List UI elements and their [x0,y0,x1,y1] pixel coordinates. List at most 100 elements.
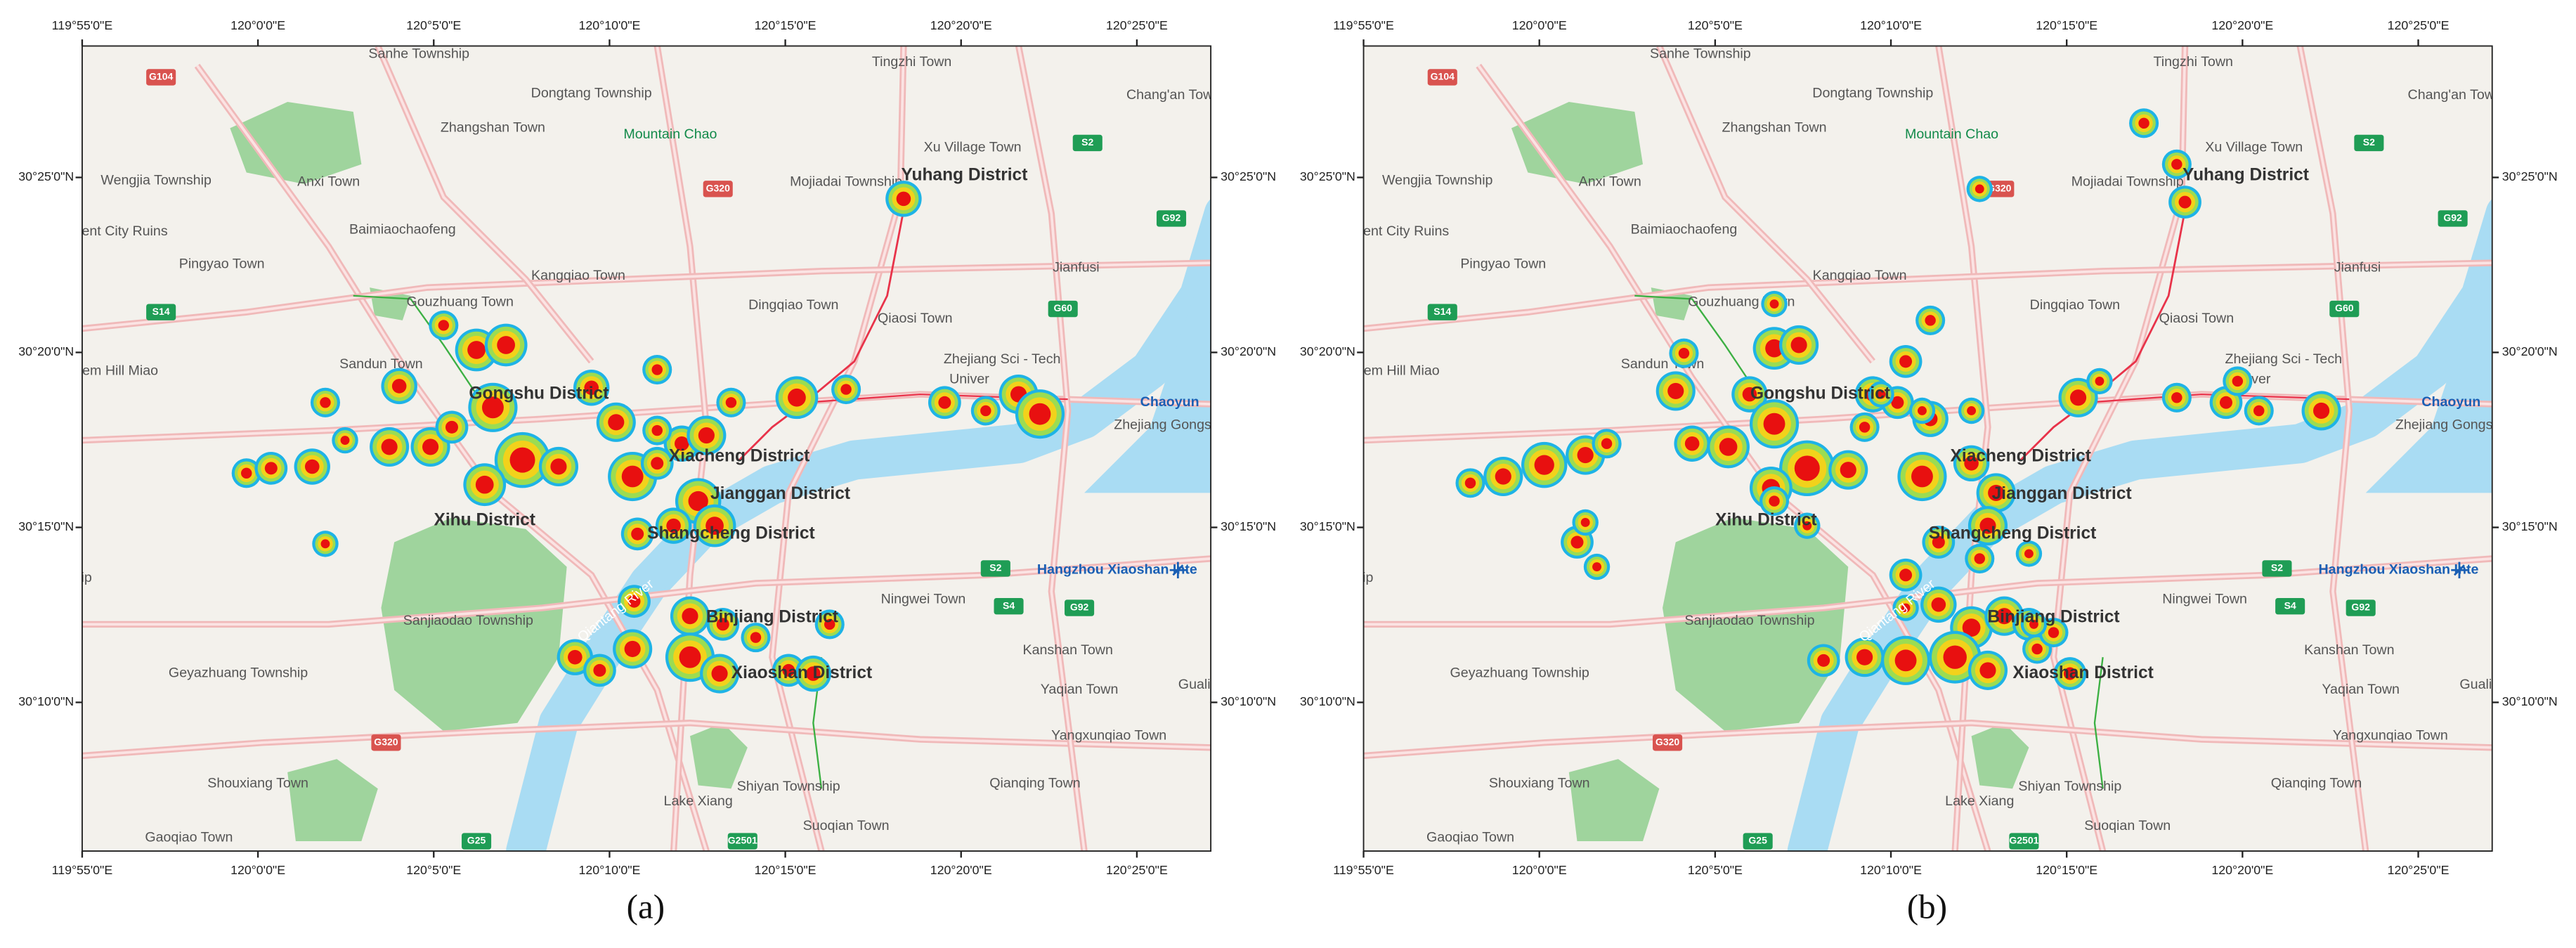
rail-line [739,209,905,461]
heat-core [1817,654,1830,667]
heat-core [682,608,698,625]
heat-layer [1455,108,2341,690]
place-label: Gaoqiao Town [145,830,233,845]
place-label: Mojiadai Township [2071,174,2184,190]
heat-core [2219,396,2232,409]
heat-core [1901,603,1911,613]
heat-core [824,618,835,630]
place-label: Suoqian Town [803,818,890,833]
district-label: Xihu District [434,511,535,530]
place-label: Guali [1178,677,1211,692]
map-panel: G104 S2 G320 G92 S14 G60 S2 S4 G92 G320 G25 G2501 Sa… [18,18,1276,926]
district-label: Jianggan District [1992,484,2132,503]
road-shield [462,833,492,850]
place-label: Xu Village Town [924,140,1022,155]
heat-core [340,436,350,446]
green-area [287,759,378,842]
green-area [1663,517,1849,732]
lon-label-top: 120°10'0"E [578,18,640,32]
heat-core [2138,117,2149,129]
district-label: Xiacheng District [1951,446,2091,465]
place-label: Kanshan Town [2304,642,2394,658]
lon-label-bottom: 120°15'0"E [2036,863,2097,877]
lon-label-top: 120°20'0"E [2211,18,2273,32]
landmark-label: Hangzhou Xiaoshan Inte [2319,561,2479,577]
heat-core [584,380,599,396]
lon-label-top: 120°25'0"E [1106,18,1168,32]
road-shield [2329,300,2360,318]
heat-core [627,595,641,608]
heat-core [1876,389,1886,399]
place-label: Geyazhuang Township [1450,665,1589,681]
lon-label-bottom: 119°55'0"E [1333,863,1394,877]
heat-core [2178,195,2192,209]
heat-core [675,436,689,451]
road-shield-label: G25 [467,835,486,846]
road-shield [1156,210,1187,227]
road-shield [146,69,176,86]
lon-label-bottom: 120°20'0"E [930,863,992,877]
heat-core [651,364,663,375]
heat-core [1802,521,1812,531]
green-area [1568,759,1660,842]
district-label: Binjiang District [1987,608,2119,627]
place-label: Kangqiao Town [531,268,625,283]
heat-core [438,320,450,331]
green-area [689,722,748,789]
heat-core [1975,184,1984,194]
lat-label-left: 30°15'0"N [18,519,74,533]
place-label: g Township [1305,570,1374,585]
heat-core [1899,569,1913,582]
place-label: Zhejiang Gongsh [2395,417,2500,433]
place-label: Kangqiao Town [1813,268,1907,283]
airport-icon [1169,561,1187,578]
road-shield [2438,210,2468,227]
road-shield-label: S2 [2271,562,2283,573]
place-label: Gouzhuang Town [406,294,513,309]
green-area [1971,722,2029,789]
lat-label-left: 30°25'0"N [1300,169,1355,183]
heat-core [1988,484,2005,501]
heat-core [550,458,567,475]
heat-core [651,457,664,470]
place-label: Shouxiang Town [1489,775,1590,791]
lat-label-left: 30°20'0"N [1300,344,1355,358]
heat-core [1464,477,1476,489]
heat-core [688,491,708,512]
lon-label-bottom: 120°15'0"E [755,863,817,877]
heat-core [1925,315,1936,326]
heat-core [304,459,320,474]
place-label: Xu Village Town [2205,140,2303,155]
place-label: tem Hill Miao [1360,363,1439,379]
place-label: Lake Xiang [664,793,733,809]
heat-core [1763,413,1785,435]
place-label: Sanjiaodao Township [1684,613,1814,628]
road-shield-label: S4 [2284,599,2296,611]
heat-core [1996,608,2012,625]
lat-label-left: 30°10'0"N [18,694,74,708]
lon-label-bottom: 120°10'0"E [578,863,640,877]
heat-core [2063,667,2076,680]
lat-label-right: 30°20'0"N [1221,344,1276,358]
airport-icon [2451,561,2468,578]
heat-core [467,341,486,359]
heat-core [980,405,991,417]
place-label: Dongtang Township [1812,85,1933,100]
road [377,46,593,363]
road-shield-label: G60 [2335,302,2354,313]
place-label: Dingqiao Town [748,297,838,313]
road-shield [2346,599,2376,616]
lon-label-bottom: 120°5'0"E [1688,863,1743,877]
heat-core [1967,406,1977,415]
lat-label-left: 30°25'0"N [18,169,74,183]
place-label: Suoqian Town [2084,818,2171,833]
heat-core [481,396,504,419]
place-label: Sandun Town [339,356,423,372]
heat-core [1790,337,1807,353]
heat-core [938,396,951,409]
bay [1084,246,1211,493]
heat-core [624,640,641,658]
heat-core [2024,549,2034,559]
heat-core [705,517,724,535]
heat-core [750,632,762,643]
